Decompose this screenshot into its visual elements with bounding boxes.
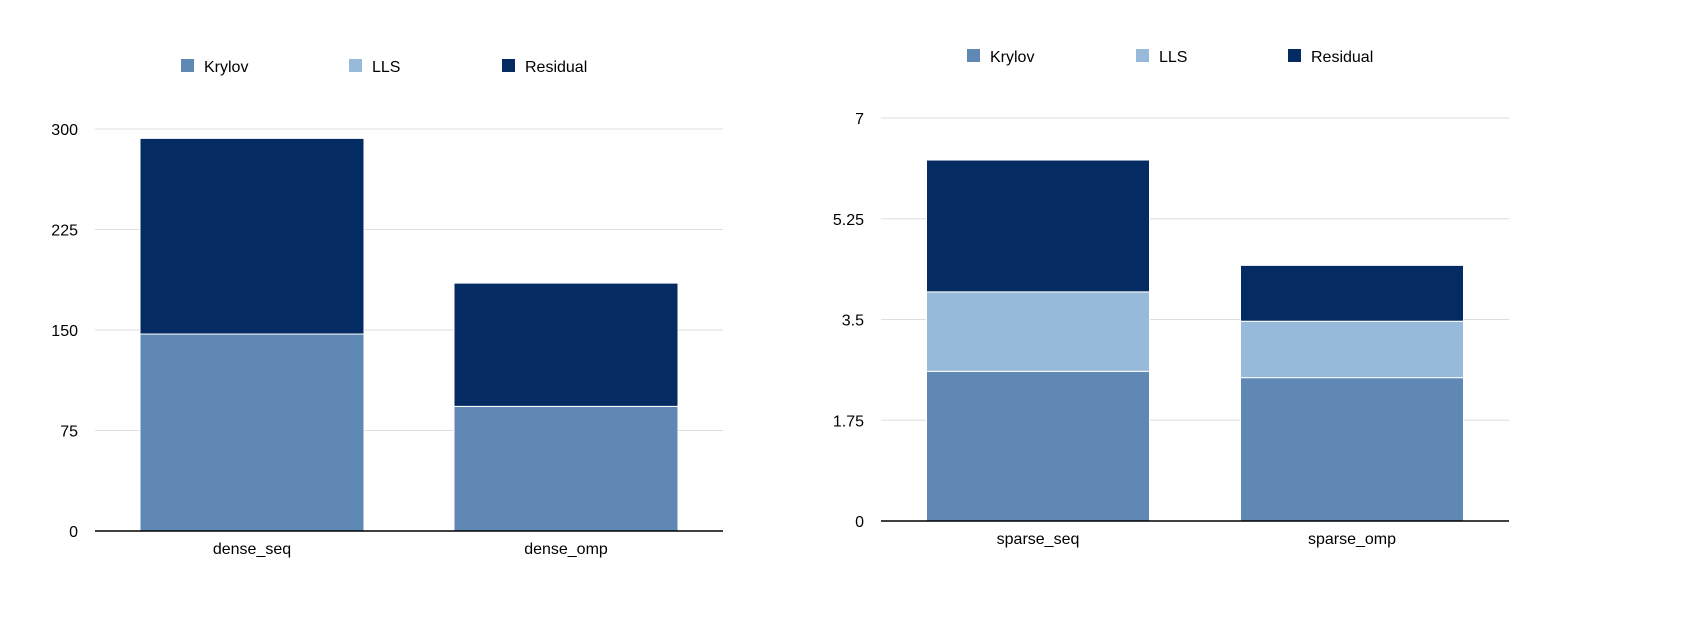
bar-sparse-omp-residual <box>1240 264 1464 322</box>
bar-sparse-seq-lls <box>926 291 1150 372</box>
bar-dense-seq-residual <box>139 137 365 335</box>
bar-sparse-omp-krylov <box>1240 377 1464 522</box>
legend-label-residual: Residual <box>525 59 587 76</box>
legend-swatch-lls <box>349 59 362 72</box>
chart-dense: 0 75 150 225 300 dense_seq dense_omp Krylov LLS R… <box>51 59 723 558</box>
legend-label-lls: LLS <box>372 59 400 76</box>
bar-sparse-seq-residual <box>926 159 1150 293</box>
legend: Krylov LLS Residual <box>181 59 587 76</box>
legend-swatch-krylov <box>967 49 980 62</box>
legend-swatch-lls <box>1136 49 1149 62</box>
y-tick-label: 0 <box>69 524 78 541</box>
x-category-label: sparse_seq <box>997 531 1080 548</box>
legend-label-lls: LLS <box>1159 49 1187 66</box>
y-tick-label: 150 <box>51 323 78 340</box>
x-category-label: sparse_omp <box>1308 531 1396 548</box>
x-category-label: dense_omp <box>524 541 608 558</box>
y-tick-label: 300 <box>51 122 78 139</box>
y-tick-label: 225 <box>51 223 78 240</box>
y-tick-label: 5.25 <box>833 212 864 229</box>
y-tick-label: 75 <box>60 424 78 441</box>
legend-swatch-residual <box>1288 49 1301 62</box>
bar-dense-seq-krylov <box>139 333 365 532</box>
y-tick-label: 1.75 <box>833 413 864 430</box>
legend-swatch-residual <box>502 59 515 72</box>
bar-sparse-omp-lls <box>1240 320 1464 379</box>
legend-swatch-krylov <box>181 59 194 72</box>
bar-dense-omp-residual <box>453 282 679 407</box>
legend: Krylov LLS Residual <box>967 49 1373 66</box>
legend-label-krylov: Krylov <box>204 59 248 76</box>
legend-label-residual: Residual <box>1311 49 1373 66</box>
y-tick-label: 3.5 <box>842 313 864 330</box>
bar-sparse-seq-krylov <box>926 370 1150 522</box>
y-tick-label: 0 <box>855 514 864 531</box>
x-category-label: dense_seq <box>213 541 291 558</box>
legend-label-krylov: Krylov <box>990 49 1034 66</box>
bar-dense-omp-krylov <box>453 405 679 532</box>
y-tick-label: 7 <box>855 111 864 128</box>
chart-sparse: 0 1.75 3.5 5.25 7 sparse_seq sparse_omp Krylov L… <box>833 49 1509 548</box>
